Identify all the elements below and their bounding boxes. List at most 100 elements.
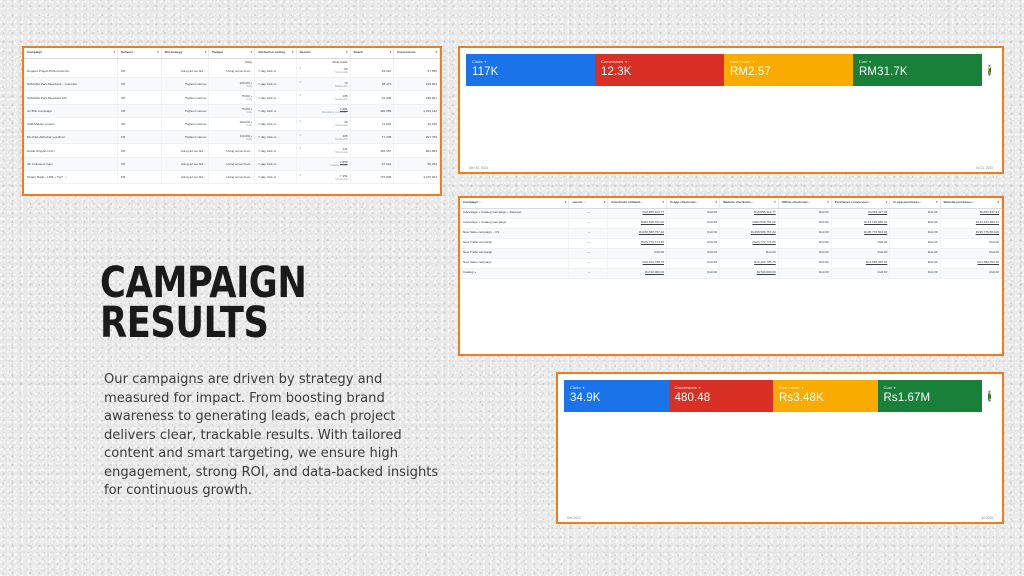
chevron-down-icon[interactable]: ▾ xyxy=(869,60,871,64)
chevron-down-icon[interactable]: ▾ xyxy=(827,200,829,205)
column-header[interactable]: In-app checkouts... ▾ xyxy=(666,198,721,209)
campaign-name-link[interactable]: UAE Maiden project xyxy=(24,117,118,132)
campaign-name-link[interactable]: Chatur Bagh - LHR + TGT - i xyxy=(24,170,118,185)
checkouts-cell: — xyxy=(568,218,609,229)
kpi-card[interactable]: Conversions ▾ 480.48 xyxy=(668,380,773,412)
chevron-down-icon[interactable]: ▾ xyxy=(625,60,627,64)
kpi-card[interactable]: Cost / conv. ▾ RM2.57 xyxy=(724,54,853,86)
column-header[interactable]: Results ▾ xyxy=(296,48,351,59)
kpi-metric-selector[interactable]: Clicks ▾ xyxy=(570,385,663,390)
table-row[interactable]: SAMANA Park Meadows – Colombo Off Highest … xyxy=(24,77,440,92)
table-row[interactable]: Dubai-Sing-EU-CA-i Off Using ad set bid ..… xyxy=(24,143,440,158)
chevron-down-icon[interactable]: ▾ xyxy=(250,50,253,55)
chevron-down-icon[interactable]: ▾ xyxy=(582,386,585,390)
campaign-name-link[interactable]: New Sales campaign – US xyxy=(460,228,570,239)
chevron-down-icon[interactable]: ▾ xyxy=(157,50,159,55)
column-header-label: Reach xyxy=(353,50,363,54)
chevron-down-icon[interactable]: ▾ xyxy=(997,200,999,205)
chevron-down-icon[interactable]: ▾ xyxy=(484,60,487,64)
kpi-metric-selector[interactable]: Cost / conv. ▾ xyxy=(779,385,872,390)
table-row[interactable]: Catalog + — Rs720,000.00 Rs0.00 Rs720,000.00… xyxy=(460,268,1002,279)
table-row[interactable]: New Traffic campaign — Rs26,772,774.86 Rs0.… xyxy=(460,238,1002,249)
chevron-down-icon[interactable]: ▾ xyxy=(346,50,348,55)
kpi-metric-selector[interactable]: Conversions ▾ xyxy=(601,59,718,64)
table-row[interactable]: UAE Maiden project Off Highest volume 100.0… xyxy=(24,117,440,132)
chevron-down-icon[interactable]: ▾ xyxy=(752,60,755,64)
kpi-metric-selector[interactable]: Clicks ▾ xyxy=(472,59,589,64)
table-row[interactable]: Chatur Bagh - LHR + TGT - i Off Using ad s… xyxy=(24,170,440,185)
kpi-card[interactable]: Cost / conv. ▾ Rs3.48K xyxy=(773,380,878,412)
chevron-down-icon[interactable]: ▾ xyxy=(893,386,896,390)
column-header[interactable]: Budget ▾ xyxy=(208,48,256,59)
chart-start-date-label: Dec 30, 2024 xyxy=(469,166,488,170)
campaign-name-link[interactable]: Air Bnb Campaign xyxy=(24,104,118,118)
kebab-menu-icon[interactable] xyxy=(982,54,996,86)
campaign-name-link[interactable]: GF Followers Cam xyxy=(24,157,118,172)
performance-chart[interactable]: Dec 30, 2024 Jul 21, 2025 xyxy=(460,86,1002,173)
column-header[interactable]: Purchases conversion... ▾ xyxy=(831,198,891,209)
table-row[interactable]: New Traffic campaign — Rs0.00 Rs0.00 Rs0.00 R… xyxy=(460,248,1002,259)
kpi-metric-selector[interactable]: Cost / conv. ▾ xyxy=(730,59,847,64)
campaign-name-link[interactable]: Advantage + Catalog Campaign xyxy=(460,218,570,229)
campaign-name-link[interactable]: New Traffic campaign xyxy=(460,238,570,249)
in-app-checkouts-cell: Rs0.00 xyxy=(666,268,721,279)
chevron-down-icon[interactable]: ▾ xyxy=(113,50,115,55)
checkouts-cell: — xyxy=(568,258,609,269)
chevron-down-icon[interactable]: ▾ xyxy=(603,200,606,205)
chevron-down-icon[interactable]: ▾ xyxy=(435,50,437,55)
column-header[interactable]: Website checkouts... ▾ xyxy=(719,198,779,209)
results-value: 50 xyxy=(344,67,348,72)
kpi-metric-selector[interactable]: Conversions ▾ xyxy=(675,385,768,390)
column-header[interactable]: Website purchases... ▾ xyxy=(940,198,1002,209)
chevron-down-icon[interactable]: ▾ xyxy=(698,386,701,390)
table-row[interactable]: DF-KSA-Alkhobar-LeadGen Off Highest volume… xyxy=(24,130,440,145)
kpi-metric-selector[interactable]: Cost ▾ xyxy=(884,385,977,390)
performance-chart[interactable]: Dec 2023 Jul 2025 xyxy=(558,412,1002,523)
campaign-name-link[interactable]: Advantage + Catalog Campaign – Retarget xyxy=(460,208,570,219)
campaign-name-link[interactable]: DF-KSA-Alkhobar-LeadGen xyxy=(24,130,118,145)
campaign-name-link[interactable]: SAMANA Park Meadows – Colombo xyxy=(24,77,118,92)
table-row[interactable]: Dugana Project PAS+Colombo Off Using ad se… xyxy=(24,64,440,79)
table-row[interactable]: New Sales campaign — Rs6,404,798.75 Rs0.00 R… xyxy=(460,258,1002,269)
campaign-name-link[interactable]: Dubai-Sing-EU-CA-i xyxy=(24,143,118,158)
campaign-name-link[interactable]: New Traffic campaign xyxy=(460,248,570,259)
column-header[interactable]: Offline checkouts... ▾ xyxy=(778,198,832,209)
campaign-name-link[interactable]: Catalog + xyxy=(460,268,570,279)
column-header[interactable]: In-app purchases... ▾ xyxy=(889,198,941,209)
chevron-down-icon[interactable]: ▾ xyxy=(292,50,294,55)
chevron-down-icon[interactable]: ▾ xyxy=(389,50,392,55)
table-row[interactable]: New Sales campaign – US — Rs158,588,757.22… xyxy=(460,228,1002,239)
column-header[interactable]: Checkouts initiated... ▾ xyxy=(607,198,668,209)
chevron-down-icon[interactable]: ▾ xyxy=(564,200,567,205)
table-row[interactable]: Advantage + Catalog Campaign – Retarget —… xyxy=(460,208,1002,219)
chevron-down-icon[interactable]: ▾ xyxy=(885,200,888,205)
kpi-card[interactable]: Conversions ▾ 12.3K xyxy=(595,54,724,86)
chevron-down-icon[interactable]: ▾ xyxy=(662,200,665,205)
column-header[interactable]: Attribution setting ▾ xyxy=(254,48,297,59)
table-row[interactable]: GF Followers Cam Off Using ad set bid ... U… xyxy=(24,157,440,172)
table-row[interactable]: SAMANA Park Meadows MU Off Highest volume 7… xyxy=(24,90,440,105)
chevron-down-icon[interactable]: ▾ xyxy=(715,200,718,205)
kebab-menu-icon[interactable] xyxy=(982,380,996,412)
column-header[interactable]: Campaign ▾ xyxy=(24,48,118,59)
campaign-name-link[interactable]: New Sales campaign xyxy=(460,258,570,269)
table-row[interactable]: Air Bnb Campaign Off Highest volume 75.00د.… xyxy=(24,104,440,118)
kpi-card[interactable]: Cost ▾ RM31.7K xyxy=(853,54,982,86)
campaign-name-link[interactable]: SAMANA Park Meadows MU xyxy=(24,90,118,105)
chevron-down-icon[interactable]: ▾ xyxy=(204,50,207,55)
column-header[interactable]: Impressions ▾ xyxy=(393,48,440,59)
kpi-card[interactable]: Clicks ▾ 34.9K xyxy=(564,380,669,412)
column-header[interactable]: Campaign ↑↓ ▾ xyxy=(460,198,570,209)
table-row[interactable]: Advantage + Catalog Campaign — Rs82,539,79… xyxy=(460,218,1002,229)
kpi-card[interactable]: Clicks ▾ 117K xyxy=(466,54,595,86)
column-header[interactable]: Bid strategy ▾ xyxy=(161,48,210,59)
column-header[interactable]: Reach ▾ xyxy=(350,48,395,59)
kpi-metric-selector[interactable]: Cost ▾ xyxy=(859,59,976,64)
chevron-down-icon[interactable]: ▾ xyxy=(801,386,804,390)
column-header[interactable]: Delivery ↑ ▾ xyxy=(117,48,162,59)
campaign-name-link[interactable]: Dugana Project PAS+Colombo xyxy=(24,64,118,79)
chevron-down-icon[interactable]: ▾ xyxy=(936,200,938,205)
chevron-down-icon[interactable]: ▾ xyxy=(774,200,776,205)
column-header[interactable]: ckouts ↑↓ ▾ xyxy=(568,198,609,209)
kpi-card[interactable]: Cost ▾ Rs1.67M xyxy=(877,380,982,412)
